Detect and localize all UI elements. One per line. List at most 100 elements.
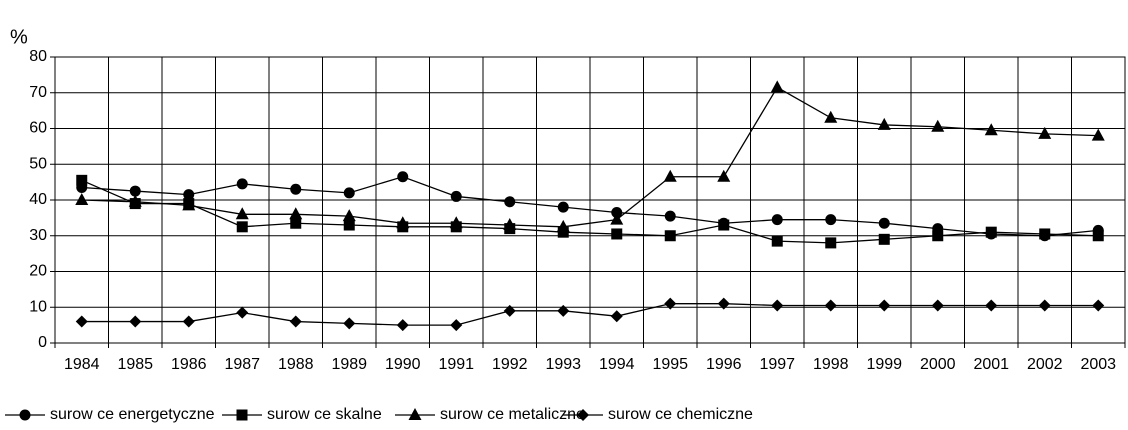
marker <box>717 297 730 310</box>
marker <box>984 123 998 136</box>
x-tick-label: 1999 <box>866 356 902 373</box>
series-line <box>81 176 1099 237</box>
marker <box>75 193 89 205</box>
marker <box>931 119 945 132</box>
marker <box>289 315 302 328</box>
marker <box>825 237 837 249</box>
x-tick-label: 1986 <box>171 356 207 373</box>
marker <box>825 214 837 226</box>
marker <box>557 226 569 238</box>
x-tick-label: 1984 <box>64 356 100 373</box>
x-tick-label: 2003 <box>1080 356 1116 373</box>
x-tick-label: 1998 <box>813 356 849 373</box>
marker <box>396 319 409 332</box>
legend-label: surow ce skalne <box>267 406 382 423</box>
y-tick-label: 10 <box>29 298 47 315</box>
x-tick-label: 2000 <box>920 356 956 373</box>
marker <box>664 210 676 222</box>
marker <box>878 299 891 312</box>
y-tick-label: 50 <box>29 155 47 172</box>
x-tick-label: 1995 <box>652 356 688 373</box>
x-tick-label: 1985 <box>117 356 153 373</box>
marker <box>1038 126 1052 139</box>
marker <box>128 194 142 207</box>
marker <box>878 233 890 245</box>
marker <box>1039 228 1051 240</box>
marker <box>1092 230 1104 242</box>
marker <box>611 228 623 240</box>
plot-frame <box>54 56 1126 344</box>
marker <box>343 187 355 199</box>
y-tick-label: 0 <box>38 334 47 351</box>
marker <box>76 174 88 186</box>
legend-label: surow ce metaliczne <box>440 406 585 423</box>
marker <box>664 230 676 242</box>
legend-label: surow ce chemiczne <box>608 406 753 423</box>
marker <box>289 207 303 220</box>
legend-label: surow ce energetyczne <box>50 406 215 423</box>
x-tick-label: 1993 <box>545 356 581 373</box>
marker <box>182 315 195 328</box>
marker <box>557 304 570 317</box>
marker <box>396 216 410 229</box>
marker <box>343 219 355 231</box>
x-tick-label: 1994 <box>599 356 635 373</box>
marker <box>129 315 142 328</box>
x-tick-label: 2001 <box>973 356 1009 373</box>
marker <box>450 319 463 332</box>
marker <box>408 408 422 420</box>
marker <box>664 297 677 310</box>
marker <box>450 190 462 202</box>
marker <box>236 178 248 190</box>
marker <box>449 216 463 229</box>
marker <box>236 221 248 233</box>
marker <box>290 217 302 229</box>
y-tick-label: 30 <box>29 227 47 244</box>
marker <box>717 169 731 182</box>
marker <box>504 196 516 208</box>
marker <box>771 235 783 247</box>
marker <box>75 315 88 328</box>
marker <box>183 189 195 201</box>
marker <box>770 80 784 93</box>
marker <box>557 201 569 213</box>
marker <box>610 212 624 225</box>
y-tick-label: 40 <box>29 191 47 208</box>
marker <box>824 110 838 123</box>
y-axis-label: % <box>10 26 28 48</box>
y-tick-label: 70 <box>29 84 47 101</box>
marker <box>878 217 890 229</box>
y-tick-label: 80 <box>29 48 47 65</box>
marker <box>931 299 944 312</box>
marker <box>824 299 837 312</box>
marker <box>19 409 31 421</box>
marker <box>556 219 570 232</box>
marker <box>290 183 302 195</box>
marker <box>985 226 997 238</box>
marker <box>235 207 249 220</box>
x-tick-label: 1987 <box>224 356 260 373</box>
marker <box>932 230 944 242</box>
marker <box>503 218 517 231</box>
marker <box>503 304 516 317</box>
marker <box>771 214 783 226</box>
x-tick-label: 2002 <box>1027 356 1063 373</box>
marker <box>771 299 784 312</box>
y-tick-label: 20 <box>29 263 47 280</box>
x-tick-label: 1989 <box>331 356 367 373</box>
x-tick-label: 1996 <box>706 356 742 373</box>
marker <box>663 169 677 182</box>
x-tick-label: 1991 <box>438 356 474 373</box>
marker <box>718 219 730 231</box>
x-tick-label: 1997 <box>759 356 795 373</box>
marker <box>1092 299 1105 312</box>
marker <box>236 306 249 319</box>
x-tick-label: 1988 <box>278 356 314 373</box>
marker <box>877 117 891 130</box>
marker <box>182 198 196 211</box>
marker <box>342 209 356 222</box>
x-tick-label: 1992 <box>492 356 528 373</box>
marker <box>985 299 998 312</box>
